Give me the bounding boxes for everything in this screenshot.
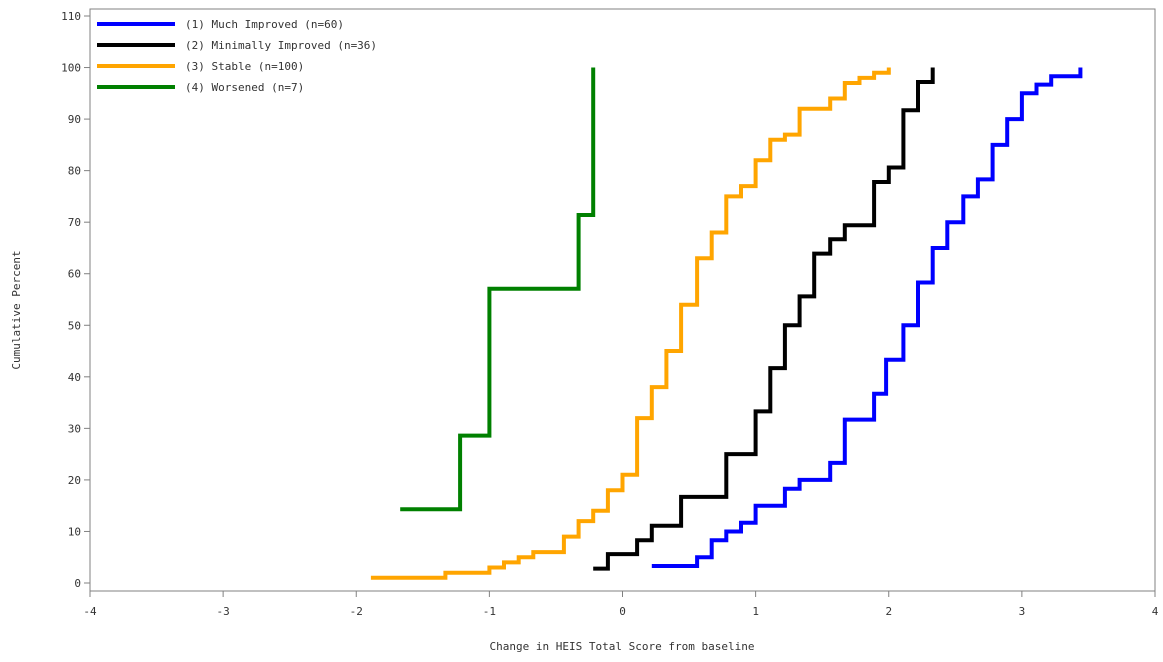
y-tick-label: 80 — [68, 165, 81, 178]
legend-label-4: (4) Worsened (n=7) — [185, 81, 304, 94]
series-line-1 — [651, 67, 1083, 568]
x-axis-label: Change in HEIS Total Score from baseline — [490, 640, 755, 653]
series-layer — [370, 67, 1083, 580]
x-tick-label: -2 — [350, 605, 363, 618]
y-tick-label: 30 — [68, 422, 81, 435]
legend-label-2: (2) Minimally Improved (n=36) — [185, 39, 377, 52]
legend-label-3: (3) Stable (n=100) — [185, 60, 304, 73]
legend-label-1: (1) Much Improved (n=60) — [185, 18, 344, 31]
y-tick-label: 100 — [61, 62, 81, 75]
y-tick-label: 70 — [68, 216, 81, 229]
x-tick-label: 0 — [619, 605, 626, 618]
y-tick-label: 90 — [68, 113, 81, 126]
y-tick-label: 40 — [68, 371, 81, 384]
y-tick-label: 50 — [68, 319, 81, 332]
y-tick-label: 110 — [61, 10, 81, 23]
x-axis: -4 -3 -2 -1 0 1 2 3 4 — [83, 591, 1159, 618]
series-line-3 — [370, 67, 891, 580]
y-axis: 0 10 20 30 40 50 60 70 80 90 100 110 — [61, 10, 90, 590]
y-tick-label: 0 — [74, 577, 81, 590]
y-tick-label: 20 — [68, 474, 81, 487]
x-tick-label: 3 — [1019, 605, 1026, 618]
legend: (1) Much Improved (n=60) (2) Minimally Im… — [97, 18, 377, 94]
y-axis-label: Cumulative Percent — [10, 250, 23, 369]
x-tick-label: 1 — [752, 605, 759, 618]
plot-frame — [89, 8, 1156, 592]
x-tick-label: -1 — [483, 605, 496, 618]
series-line-2 — [593, 67, 935, 571]
y-tick-label: 60 — [68, 268, 81, 281]
y-tick-label: 10 — [68, 525, 81, 538]
x-tick-label: -4 — [83, 605, 97, 618]
x-tick-label: 2 — [885, 605, 892, 618]
x-tick-label: 4 — [1152, 605, 1159, 618]
x-tick-label: -3 — [217, 605, 230, 618]
series-line-4 — [400, 67, 596, 512]
